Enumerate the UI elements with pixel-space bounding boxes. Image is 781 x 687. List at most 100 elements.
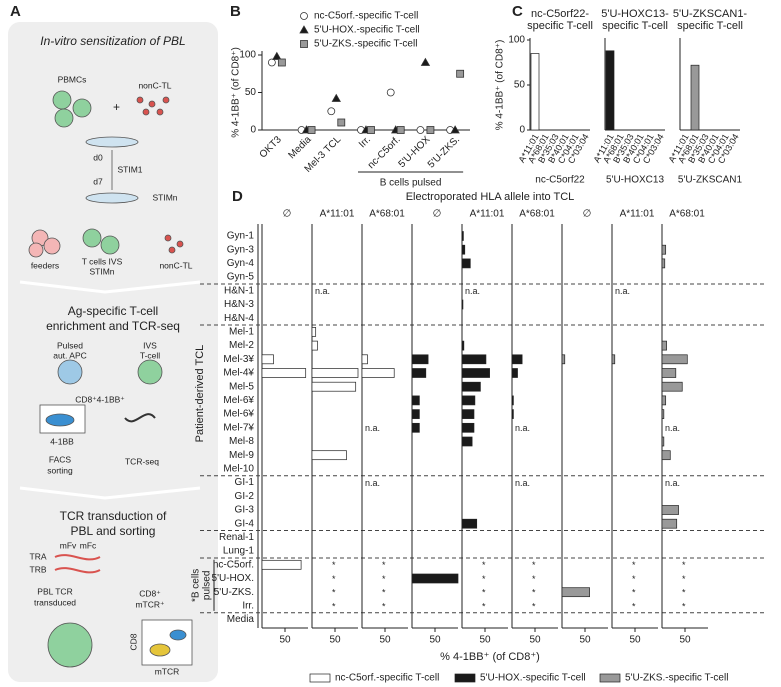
bar — [261, 559, 302, 570]
row-label: 5'U-HOX. — [212, 573, 254, 584]
row-label: H&N-3 — [224, 299, 254, 310]
row-label: GI-4 — [235, 518, 255, 529]
diagram-label: mFc — [80, 540, 97, 550]
bar — [461, 409, 475, 419]
bar — [461, 436, 473, 447]
row-label: Mel-7¥ — [223, 422, 254, 433]
svg-text:+: + — [113, 100, 120, 114]
chart-title: specific T-cell — [677, 20, 743, 32]
x-axis-label: 5'U-HOXC13 — [606, 175, 664, 186]
x-axis-label: nc-C5orf22 — [535, 175, 585, 186]
data-point — [267, 58, 276, 67]
bar — [661, 354, 688, 365]
x-tick-label: OKT3 — [258, 134, 285, 161]
bar — [361, 354, 368, 365]
legend-label: 5'U-ZKS.-specific T-cell — [625, 673, 728, 684]
data-point — [307, 126, 316, 134]
y-tick-label: 0 — [519, 125, 525, 136]
panel-label: D — [232, 188, 243, 205]
row-label: Gyn-4 — [227, 258, 255, 269]
data-point — [386, 88, 395, 97]
bar — [511, 354, 523, 365]
diagram-label: STIMn — [152, 192, 177, 202]
x-tick-label: Media — [287, 134, 314, 161]
column-header: ∅ — [283, 209, 292, 220]
diagram-label: TRB — [30, 564, 47, 574]
value-label: * — [682, 560, 686, 570]
bar — [661, 340, 667, 351]
legend-marker — [300, 40, 308, 48]
bar — [461, 340, 465, 351]
diagram-label: T cells IVS — [82, 256, 123, 266]
x-axis-label: 5'U-ZKSCAN1 — [678, 175, 743, 186]
diagram-label: mTCR — [155, 666, 180, 676]
diagram-label: Pulsed — [57, 340, 83, 350]
value-label: n.a. — [365, 478, 380, 488]
panel-label: B — [230, 3, 241, 20]
bar — [461, 422, 475, 433]
column-header: A*68:01 — [519, 209, 555, 220]
diagram-label: d7 — [93, 176, 103, 186]
bar — [511, 368, 518, 378]
row-label: GI-2 — [235, 491, 255, 502]
section-title: TCR transduction of — [60, 509, 167, 523]
chart-title: 5'U-HOXC13- — [601, 8, 669, 20]
row-label: H&N-4 — [224, 313, 254, 324]
value-label: * — [632, 601, 636, 611]
bar — [411, 354, 429, 365]
value-label: * — [382, 588, 386, 598]
value-label: * — [332, 601, 336, 611]
diagram-label: sorting — [47, 465, 73, 475]
diagram-label: aut. APC — [53, 350, 87, 360]
bar — [461, 244, 466, 255]
bar — [461, 258, 471, 269]
value-label: n.a. — [515, 478, 530, 488]
bar — [605, 50, 615, 131]
value-label: n.a. — [615, 286, 630, 296]
row-label: Gyn-1 — [227, 231, 255, 242]
bar — [661, 258, 666, 269]
bar — [611, 354, 616, 365]
group-label: pulsed — [202, 571, 213, 600]
chart-title: Electroporated HLA allele into TCL — [406, 191, 575, 203]
value-label: n.a. — [365, 423, 380, 433]
bar — [461, 354, 487, 365]
section-title: PBL and sorting — [71, 524, 156, 538]
data-point — [450, 125, 460, 134]
bar — [511, 409, 514, 419]
x-tick-label: 5'U-ZKS. — [426, 134, 462, 170]
value-label: * — [482, 560, 486, 570]
row-label: Mel-5 — [229, 381, 254, 392]
row-label: Mel-9 — [229, 450, 254, 461]
row-label: Mel-2 — [229, 340, 254, 351]
data-point — [456, 69, 465, 78]
diagram-label: T-cell — [140, 350, 160, 360]
panel-a-background — [8, 22, 218, 682]
value-label: * — [632, 574, 636, 584]
row-label: Renal-1 — [219, 532, 254, 543]
legend-label: nc-C5orf.-specific T-cell — [335, 673, 439, 684]
value-label: * — [382, 560, 386, 570]
row-label: nc-C5orf. — [213, 559, 254, 570]
value-label: n.a. — [465, 286, 480, 296]
value-label: * — [332, 574, 336, 584]
row-label: Mel-4¥ — [223, 368, 254, 379]
diagram-label: STIM1 — [117, 164, 142, 174]
chart-title: specific T-cell — [527, 20, 593, 32]
bar — [661, 409, 665, 419]
diagram-label: 4-1BB — [50, 436, 74, 446]
x-axis-label: % 4-1BB⁺ (of CD8⁺) — [440, 651, 540, 663]
data-point — [272, 51, 282, 60]
value-label: * — [482, 574, 486, 584]
row-label: Mel-6¥ — [223, 409, 254, 420]
legend-label: 5'U-ZKS.-specific T-cell — [314, 39, 417, 50]
bar — [561, 587, 590, 598]
bar — [311, 340, 318, 351]
bar — [661, 381, 683, 392]
bar — [661, 436, 665, 447]
y-tick-label: 50 — [245, 87, 257, 98]
legend-marker — [299, 25, 309, 34]
diagram-label: TRA — [30, 551, 47, 561]
value-label: n.a. — [665, 478, 680, 488]
